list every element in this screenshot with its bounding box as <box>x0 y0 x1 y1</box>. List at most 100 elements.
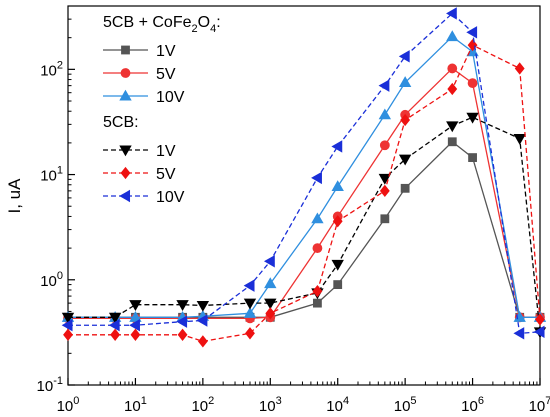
legend-marker <box>119 89 132 101</box>
x-tick-label: 104 <box>326 395 349 415</box>
data-point <box>400 183 410 193</box>
legend-item: 1V <box>103 143 176 160</box>
data-point <box>333 280 343 289</box>
y-axis-ticks: 10-1 100 101 102 <box>37 5 75 395</box>
data-point <box>466 26 478 39</box>
data-point <box>398 76 412 88</box>
series-layer <box>61 7 547 348</box>
series-group-2-1v <box>61 112 547 339</box>
y-axis-label: I, uA <box>5 178 24 214</box>
x-tick-label: 101 <box>124 395 147 415</box>
x-tick-label: 102 <box>191 395 214 415</box>
x-tick-label: 106 <box>461 395 484 415</box>
legend-label: 10V <box>156 189 185 206</box>
data-point <box>264 277 277 289</box>
data-point <box>61 319 73 332</box>
data-point <box>379 140 390 151</box>
data-point <box>379 184 390 198</box>
data-point <box>265 307 276 320</box>
data-point <box>245 327 255 340</box>
legend-group-title: 5CB: <box>103 114 139 131</box>
series-line <box>68 140 540 318</box>
y-tick-label: 101 <box>40 165 63 185</box>
data-point <box>446 30 459 42</box>
y-tick-label: 10-1 <box>37 375 63 395</box>
legend-group-title: 5CB + CoFe2O4: <box>103 14 221 35</box>
legend-label: 1V <box>156 143 176 160</box>
data-point <box>332 215 343 228</box>
data-point <box>378 108 392 120</box>
data-point <box>447 82 458 96</box>
data-point <box>447 137 457 147</box>
legend-marker <box>120 68 131 78</box>
data-point <box>445 7 457 20</box>
data-point <box>312 243 323 254</box>
data-point <box>466 112 479 124</box>
data-point <box>110 328 121 341</box>
series-line <box>68 35 540 318</box>
series-group-1-1v <box>63 137 545 322</box>
data-point <box>243 307 257 318</box>
data-point <box>63 328 73 341</box>
data-point <box>61 312 75 324</box>
legend-item: 5V <box>103 66 176 83</box>
data-point <box>263 255 275 268</box>
series-group-1-10v <box>61 30 547 322</box>
x-tick-label: 103 <box>259 395 282 415</box>
legend-marker <box>119 145 132 157</box>
series-line <box>68 44 541 343</box>
data-point <box>129 310 142 322</box>
data-point <box>378 79 390 92</box>
data-point <box>108 319 120 332</box>
legend-marker <box>120 166 131 180</box>
y-tick-label: 100 <box>40 270 63 290</box>
data-point <box>129 319 140 332</box>
data-point <box>398 154 412 166</box>
data-point <box>447 63 458 74</box>
data-point <box>243 298 257 310</box>
y-tick-label: 102 <box>40 59 63 79</box>
legend-label: 5V <box>156 166 176 183</box>
data-point <box>311 212 324 224</box>
data-point <box>196 300 210 312</box>
legend-label: 1V <box>156 43 176 60</box>
legend-item: 1V <box>103 43 176 60</box>
data-point <box>380 214 390 224</box>
data-point <box>177 328 188 341</box>
data-point <box>176 300 189 311</box>
data-point <box>243 279 255 292</box>
data-point <box>535 313 545 326</box>
data-point <box>400 113 411 127</box>
legend-item: 10V <box>103 89 185 106</box>
data-point <box>331 259 344 271</box>
data-point <box>398 50 410 63</box>
data-point <box>514 62 525 75</box>
data-point <box>130 328 141 341</box>
data-point <box>313 298 322 308</box>
data-point <box>513 134 526 145</box>
data-point <box>129 300 142 311</box>
x-axis-ticks: 100 101 102 103 104 105 106 107 <box>57 378 550 415</box>
x-tick-label: 107 <box>529 395 550 415</box>
data-point <box>513 327 525 340</box>
data-point <box>108 312 122 324</box>
data-point <box>378 173 392 185</box>
data-point <box>468 153 477 162</box>
legend: 5CB + CoFe2O4: 5CB: 1V 5V 10V 1V 5V 10V <box>103 14 221 206</box>
x-tick-label: 100 <box>57 395 80 415</box>
legend-item: 10V <box>103 189 185 206</box>
series-group-2-10v <box>61 7 545 340</box>
plot-frame <box>67 5 541 386</box>
data-point <box>264 298 277 310</box>
x-tick-label: 105 <box>394 395 417 415</box>
data-point <box>176 315 188 328</box>
legend-marker <box>121 45 130 55</box>
data-point <box>331 140 343 153</box>
data-point <box>312 284 323 298</box>
legend-label: 10V <box>156 89 185 106</box>
data-point <box>197 335 208 348</box>
data-point <box>331 180 344 192</box>
legend-label: 5V <box>156 66 176 83</box>
legend-marker <box>119 189 131 203</box>
